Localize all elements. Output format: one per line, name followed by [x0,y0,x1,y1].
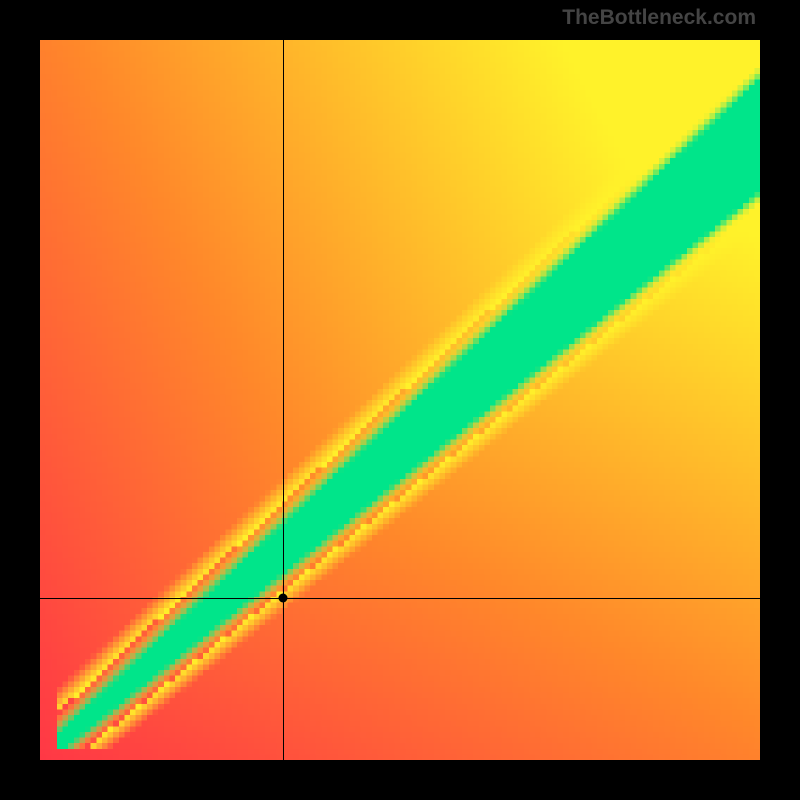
watermark-text: TheBottleneck.com [562,6,756,30]
crosshair-vertical [283,40,284,760]
data-point-marker [278,594,287,603]
plot-area [40,40,760,760]
heatmap-canvas [40,40,760,760]
crosshair-horizontal [40,598,760,599]
